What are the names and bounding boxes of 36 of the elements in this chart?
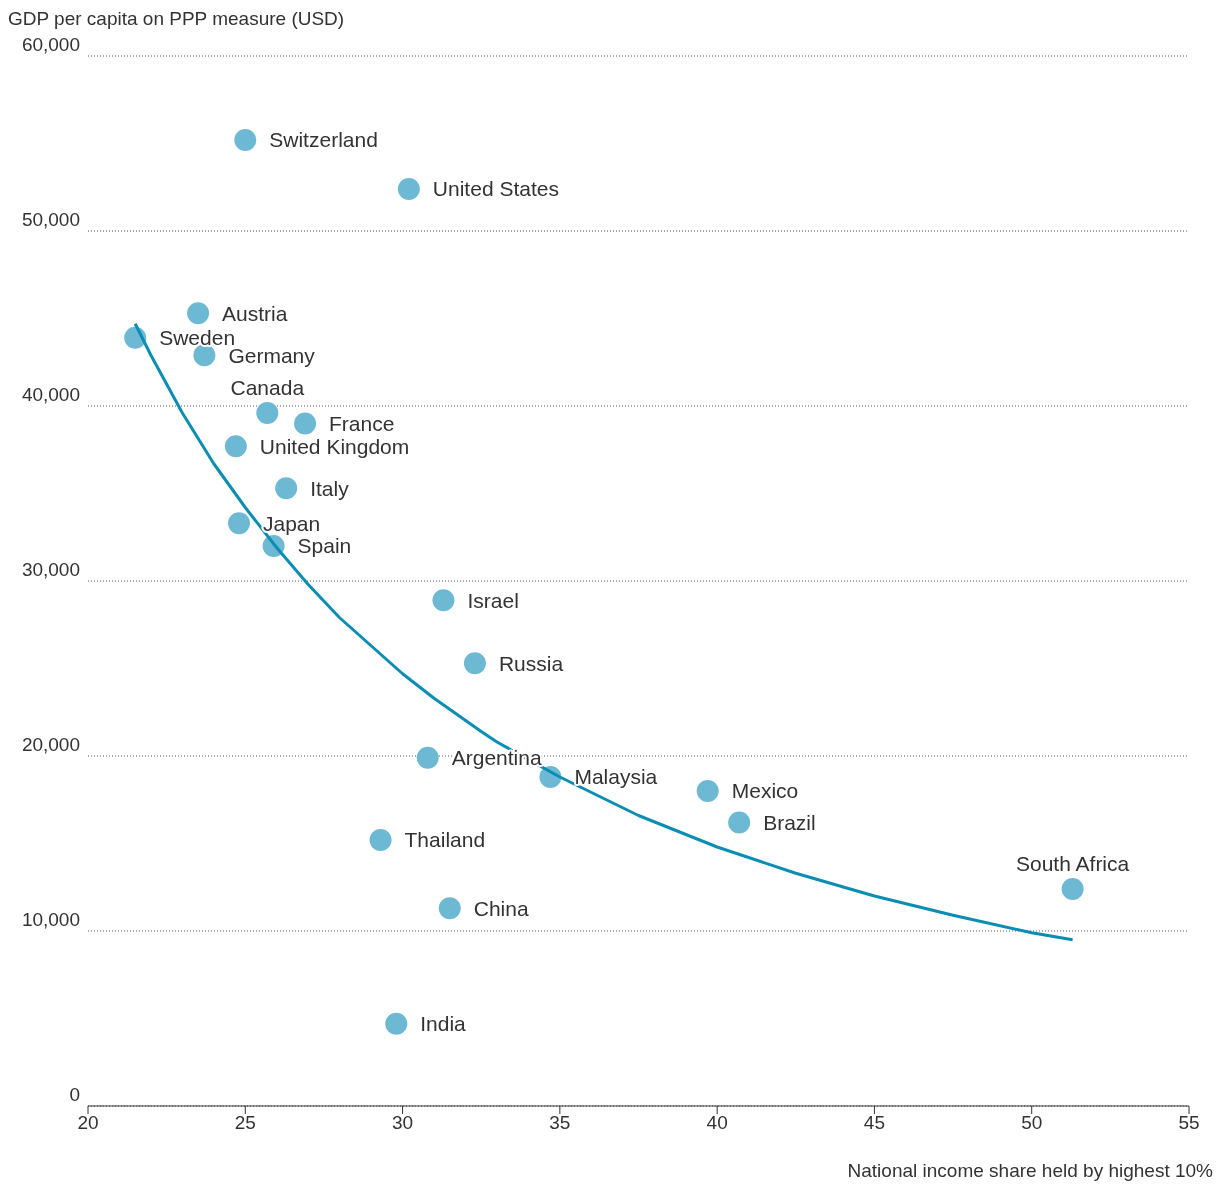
annotation: India (420, 1012, 467, 1036)
x-tick-label: 35 (549, 1112, 571, 1134)
x-tick-label: 25 (234, 1112, 256, 1134)
annotation: Mexico (731, 779, 799, 803)
annotation: Switzerland (269, 128, 378, 152)
annotation: United States (432, 177, 559, 201)
annotation: France (329, 411, 395, 435)
x-tick-label: 20 (77, 1112, 99, 1134)
annotation: Brazil (763, 810, 816, 834)
annotation: United Kingdom (259, 434, 410, 458)
annotation: Spain (297, 534, 352, 558)
y-tick-label: 40,000 (21, 383, 80, 405)
y-tick-label: 10,000 (21, 908, 80, 930)
y-tick-label: 60,000 (21, 33, 80, 55)
x-tick-label: 30 (392, 1112, 414, 1134)
x-tick-label: 40 (706, 1112, 728, 1134)
annotation: China (473, 896, 529, 920)
annotation: Russia (498, 651, 564, 675)
x-tick-label: 50 (1021, 1112, 1043, 1134)
x-tick-label: 55 (1178, 1112, 1200, 1134)
y-tick-label: 20,000 (21, 733, 80, 755)
annotation: Japan (262, 511, 321, 535)
y-tick-label: 50,000 (21, 208, 80, 230)
x-axis-title: National income share held by highest 10% (846, 1160, 1213, 1182)
y-axis-title: GDP per capita on PPP measure (USD) (8, 8, 345, 29)
annotation: Canada (230, 376, 305, 399)
annotation: South Africa (1015, 852, 1130, 875)
annotation: Austria (222, 301, 288, 325)
y-tick-label: 0 (69, 1083, 80, 1105)
annotation: Israel (467, 588, 519, 612)
x-tick-label: 45 (863, 1112, 885, 1134)
annotation: Italy (310, 476, 350, 500)
y-tick-label: 30,000 (21, 558, 80, 580)
annotation: Thailand (404, 828, 486, 852)
annotation: Malaysia (574, 765, 658, 789)
annotation: Sweden (159, 326, 236, 350)
